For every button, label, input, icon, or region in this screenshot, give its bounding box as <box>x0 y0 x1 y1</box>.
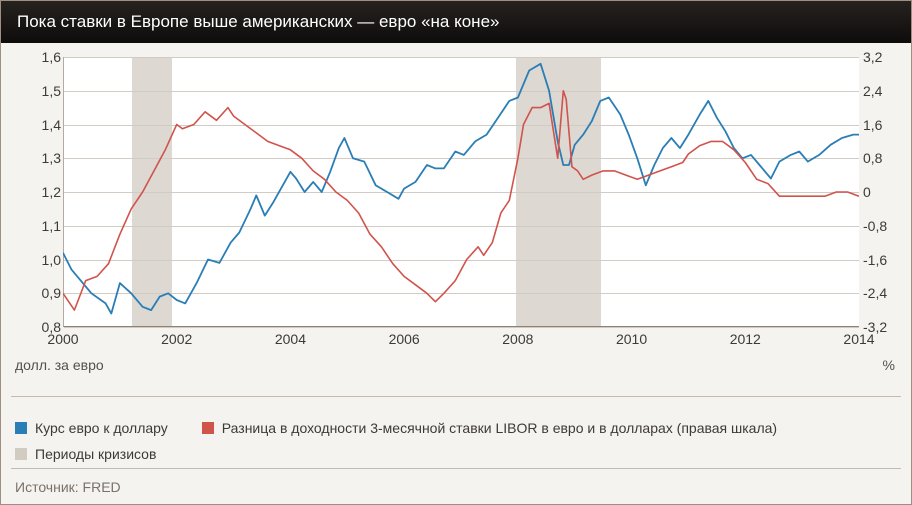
chart-title-bar: Пока ставки в Европе выше американских —… <box>1 1 911 43</box>
y-left-tick: 1,1 <box>21 218 61 234</box>
chart-container: Пока ставки в Европе выше американских —… <box>0 0 912 505</box>
y-left-tick: 0,9 <box>21 285 61 301</box>
x-axis-labels: 20002002200420062008201020122014 <box>63 331 859 351</box>
x-tick: 2014 <box>843 331 874 347</box>
y-left-tick: 1,2 <box>21 184 61 200</box>
chart-title: Пока ставки в Европе выше американских —… <box>17 1 499 43</box>
x-tick: 2012 <box>730 331 761 347</box>
y-axis-right-labels: -3,2-2,4-1,6-0,800,81,62,43,2 <box>863 57 903 327</box>
series-eur_usd <box>63 64 859 314</box>
y-right-tick: 0,8 <box>863 150 903 166</box>
legend-swatch-crisis <box>15 448 27 460</box>
y-right-tick: 1,6 <box>863 117 903 133</box>
source-label: Источник: <box>15 479 79 495</box>
source-value: FRED <box>83 479 121 495</box>
y-right-tick: 2,4 <box>863 83 903 99</box>
legend-swatch-eur <box>15 422 27 434</box>
y-right-tick: 0 <box>863 184 903 200</box>
y-left-tick: 1,4 <box>21 117 61 133</box>
y-left-tick: 1,0 <box>21 252 61 268</box>
legend-row-1: Курс евро к доллару Разница в доходности… <box>15 417 899 439</box>
gridline <box>64 327 859 328</box>
y-left-tick: 1,3 <box>21 150 61 166</box>
divider-top <box>11 396 901 397</box>
x-tick: 2010 <box>616 331 647 347</box>
x-tick: 2006 <box>389 331 420 347</box>
left-axis-title: долл. за евро <box>15 357 104 373</box>
y-right-tick: -1,6 <box>863 252 903 268</box>
chart-plot-area <box>63 57 859 327</box>
legend-label-rate: Разница в доходности 3-месячной ставки L… <box>222 417 777 439</box>
source-line: Источник: FRED <box>15 479 121 495</box>
y-right-tick: -2,4 <box>863 285 903 301</box>
y-right-tick: 3,2 <box>863 49 903 65</box>
x-tick: 2004 <box>275 331 306 347</box>
y-axis-left-labels: 0,80,91,01,11,21,31,41,51,6 <box>21 57 61 327</box>
legend-swatch-rate <box>202 422 214 434</box>
right-axis-title: % <box>883 357 895 373</box>
x-tick: 2002 <box>161 331 192 347</box>
series-rate_diff <box>63 91 859 310</box>
chart-lines-svg <box>63 57 859 327</box>
x-tick: 2000 <box>47 331 78 347</box>
divider-bottom <box>11 468 901 469</box>
legend-label-eur: Курс евро к доллару <box>35 417 168 439</box>
x-tick: 2008 <box>502 331 533 347</box>
y-right-tick: -0,8 <box>863 218 903 234</box>
legend-label-crisis: Периоды кризисов <box>35 443 156 465</box>
y-left-tick: 1,6 <box>21 49 61 65</box>
legend-row-2: Периоды кризисов <box>15 443 899 465</box>
legend: Курс евро к доллару Разница в доходности… <box>15 417 899 469</box>
y-left-tick: 1,5 <box>21 83 61 99</box>
